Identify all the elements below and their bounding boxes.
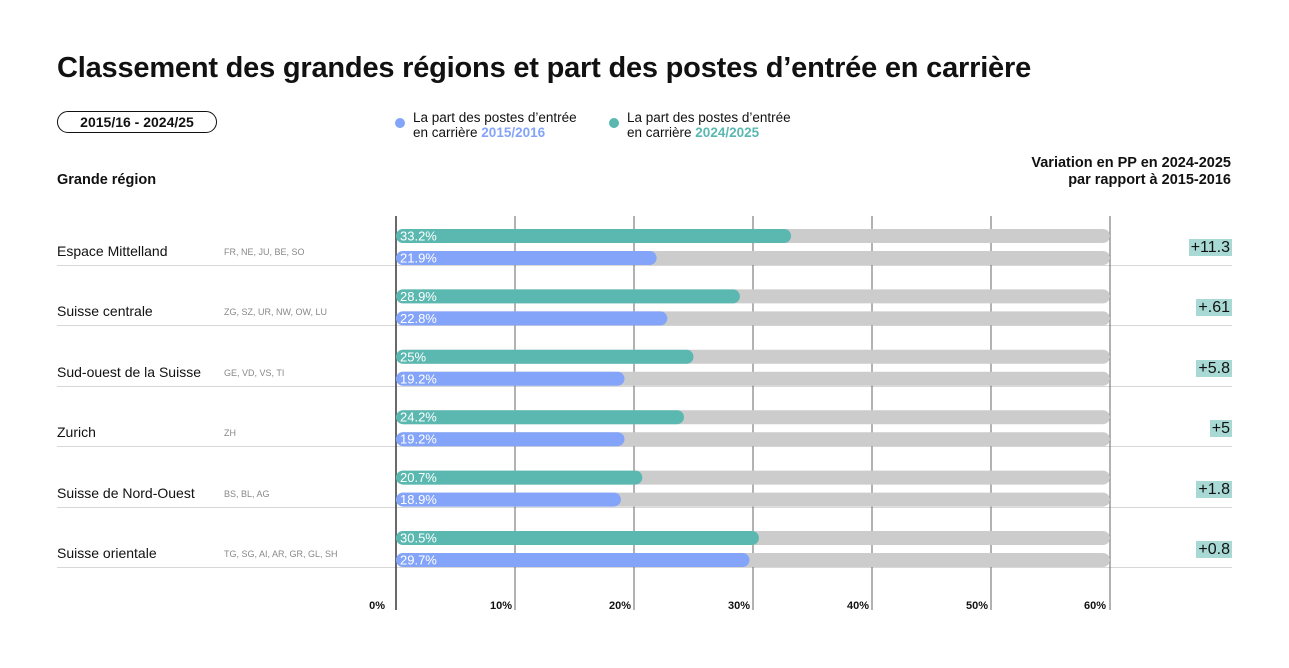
bar-2015-2016 (396, 492, 621, 507)
variation-header-line2: par rapport à 2015-2016 (1068, 172, 1231, 188)
row-divider (57, 386, 1232, 387)
variation-badge: +5.8 (1196, 360, 1232, 377)
row-divider (57, 325, 1232, 326)
bar-2024-2025 (396, 349, 694, 364)
region-row: Zurich ZH +5 (57, 406, 1232, 467)
data-label: 24.2% (400, 410, 437, 425)
variation-badge: +1.8 (1196, 481, 1232, 498)
data-label: 21.9% (400, 251, 437, 266)
legend-year: 2024/2025 (695, 125, 760, 140)
data-label: 19.2% (400, 371, 437, 386)
x-tick-label: 40% (846, 600, 869, 612)
data-label: 25% (400, 349, 426, 364)
legend-item-2024: La part des postes d’entrée en carrière … (609, 110, 791, 140)
region-codes: ZH (224, 428, 236, 438)
x-tick-label: 50% (965, 600, 988, 612)
region-name: Zurich (57, 424, 96, 440)
region-codes: FR, NE, JU, BE, SO (224, 247, 305, 257)
data-label: 22.8% (400, 311, 437, 326)
column-header-region: Grande région (57, 172, 157, 188)
bar-2024-2025 (396, 410, 684, 425)
region-name: Suisse de Nord-Ouest (57, 485, 195, 501)
legend-line2: en carrière (627, 125, 692, 140)
region-row: Suisse orientale TG, SG, AI, AR, GR, GL,… (57, 527, 1232, 588)
data-label: 18.9% (400, 492, 437, 507)
row-divider (57, 446, 1232, 447)
region-row: Suisse de Nord-Ouest BS, BL, AG +1.8 (57, 467, 1232, 528)
legend-year: 2015/2016 (481, 125, 546, 140)
region-codes: BS, BL, AG (224, 489, 270, 499)
variation-badge: +.61 (1196, 299, 1232, 316)
variation-badge: +11.3 (1188, 239, 1232, 256)
x-tick-label: 60% (1083, 600, 1106, 612)
region-row: Suisse centrale ZG, SZ, UR, NW, OW, LU +… (57, 285, 1232, 346)
data-label: 29.7% (400, 553, 437, 568)
legend-line1: La part des postes d’entrée (627, 110, 791, 125)
bar-2015-2016 (396, 251, 657, 265)
data-label: 20.7% (400, 470, 437, 485)
bar-2024-2025 (396, 531, 759, 545)
variation-badge: +5 (1209, 420, 1232, 437)
row-divider (57, 265, 1232, 266)
row-divider (57, 507, 1232, 508)
x-tick-label: 20% (608, 600, 631, 612)
bar-2024-2025 (396, 289, 740, 304)
data-label: 33.2% (400, 229, 437, 244)
bar-2015-2016 (396, 432, 625, 447)
legend-dot-2015 (395, 118, 405, 128)
x-tick-label: 10% (489, 600, 512, 612)
variation-header-line1: Variation en PP en 2024-2025 (1031, 155, 1231, 171)
region-codes: GE, VD, VS, TI (224, 368, 285, 378)
region-name: Sud-ouest de la Suisse (57, 364, 201, 380)
period-badge: 2015/16 - 2024/25 (57, 111, 217, 133)
legend-item-2015: La part des postes d’entrée en carrière … (395, 110, 577, 140)
legend-line2: en carrière (413, 125, 478, 140)
variation-badge: +0.8 (1196, 541, 1232, 558)
bar-2015-2016 (396, 371, 625, 386)
region-name: Espace Mittelland (57, 243, 168, 259)
bar-2015-2016 (396, 553, 750, 567)
region-row: Sud-ouest de la Suisse GE, VD, VS, TI +5… (57, 346, 1232, 407)
variation-header: Variation en PP en 2024-2025 par rapport… (1031, 155, 1231, 189)
bar-2024-2025 (396, 229, 792, 243)
region-codes: ZG, SZ, UR, NW, OW, LU (224, 307, 328, 317)
data-label: 19.2% (400, 432, 437, 447)
x-tick-label: 0% (369, 600, 385, 612)
data-label: 30.5% (400, 531, 437, 546)
row-divider (57, 567, 1232, 568)
region-row: Espace Mittelland FR, NE, JU, BE, SO +11… (57, 225, 1232, 286)
data-label: 28.9% (400, 289, 437, 304)
chart-title: Classement des grandes régions et part d… (57, 52, 1031, 84)
region-codes: TG, SG, AI, AR, GR, GL, SH (224, 549, 338, 559)
legend-line1: La part des postes d’entrée (413, 110, 577, 125)
region-name: Suisse orientale (57, 545, 157, 561)
region-name: Suisse centrale (57, 303, 153, 319)
bar-2015-2016 (396, 311, 668, 326)
x-tick-label: 30% (727, 600, 750, 612)
bar-2024-2025 (396, 470, 643, 485)
legend-dot-2024 (609, 118, 619, 128)
